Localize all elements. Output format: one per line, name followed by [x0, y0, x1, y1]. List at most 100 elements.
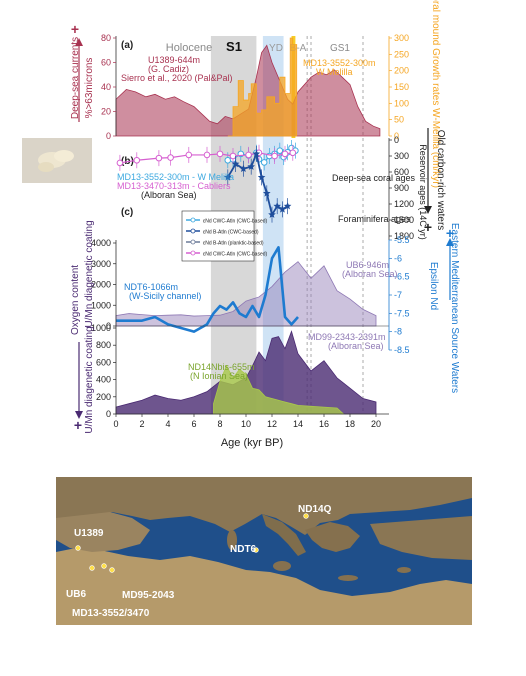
panel-a-plus-sign: + [71, 21, 79, 37]
series-md13-3552-point-6 [260, 159, 268, 166]
panel-a-right-axis-label: Coral mound Growth rates W-Melilla (cm/k… [430, 0, 441, 188]
x-tick-label-6: 12 [267, 419, 277, 429]
series-foraminifera-point-6 [263, 189, 271, 197]
annotation-ub6: UB6-946m [346, 260, 389, 270]
panel-a-right-tick-label-0: 0 [394, 131, 399, 141]
series-md13-3470-point-8 [245, 151, 252, 159]
annotation-g-cadiz: (G. Cadiz) [148, 64, 189, 74]
legend-marker-1 [190, 228, 196, 234]
panel-a-left-tick-label-4: 80 [101, 33, 111, 43]
annotation-md99-alboran: (Alboran Sea) [328, 341, 384, 351]
panel-c-upper-tick-label-3: 3000 [91, 259, 111, 269]
panel-b-arrowhead [424, 206, 432, 214]
map-site-marker-1 [89, 565, 95, 571]
map-land-europe [56, 477, 472, 535]
map-land-sicily [273, 561, 291, 571]
panel-c-lower-axis-label: U/Mn diagenetic coating [84, 326, 95, 433]
panel-c-lower-tick-label-4: 800 [96, 340, 111, 350]
x-tick-label-2: 4 [165, 419, 170, 429]
series-foraminifera-point-1 [231, 160, 240, 168]
panel-c-right-plus-sign: + [446, 225, 454, 241]
series-md99-area [115, 330, 377, 415]
annotation-md13-3470: MD13-3470-313m - Cabliers [117, 181, 231, 191]
panel-b-right-tick-label-2: 600 [394, 167, 409, 177]
panel-a-right-tick-label-1: 50 [394, 115, 404, 125]
x-axis-label: Age (kyr BP) [221, 437, 283, 449]
panel-a-right-tick-label-3: 150 [394, 82, 409, 92]
panel-c-right-tick-label-0: -5.5 [394, 235, 410, 245]
x-tick-label-9: 18 [345, 419, 355, 429]
series-foraminifera-point-2 [239, 164, 248, 172]
x-tick-label-0: 0 [113, 419, 118, 429]
panel-c-right-tick-label-4: -7.5 [394, 308, 410, 318]
series-md13-growth-rate [227, 37, 298, 137]
x-tick-label-1: 2 [139, 419, 144, 429]
panel-c-upper-tick-label-0: 0 [106, 321, 111, 331]
panel-c-right-tick-label-3: -7 [394, 290, 402, 300]
panel-c-upper-tick-label-1: 1000 [91, 300, 111, 310]
panel-b-side-label: Old carbon-rich waters [435, 130, 446, 231]
series-md13-3552-point-9 [276, 147, 284, 154]
annotation-md13-3552-b: MD13-3552-300m - W Melilla [117, 172, 234, 182]
series-foraminifera-point-8 [273, 202, 281, 210]
panel-a-side-label: Deep-sea currents [70, 37, 81, 119]
map-site-marker-4 [253, 547, 259, 553]
annotation-md13-3552-a: MD13-3552-300m [303, 58, 376, 68]
map-land-anatolia [370, 516, 472, 560]
series-u1389-area [115, 44, 381, 137]
panel-b-right-tick-label-6: 1800 [394, 231, 414, 241]
panel-a-right-tick-label-2: 100 [394, 98, 409, 108]
x-tick-label-5: 10 [241, 419, 251, 429]
series-md13-3470-point-7 [229, 152, 237, 160]
map-site-marker-2 [101, 563, 107, 569]
panel-c-upper-axis-label: U/Mn diagenetic coating [84, 220, 95, 327]
annotation-ndt6-sicily: (W-Sicily channel) [129, 291, 201, 301]
panel-a: (a) 0 20 40 60 80 %>63microns Deep-sea curre… [70, 0, 441, 188]
panel-a-label: (a) [121, 40, 133, 51]
panel-c-right-side-label: Eastern Mediterranean Source Waters [449, 223, 460, 393]
annotation-w-melilla-a: W Melilla [316, 67, 353, 77]
annotation-deep-sea-coral: Deep-sea coral ages [332, 173, 416, 183]
legend-label-3: εNd CWC-Atln (CWC-based) [203, 252, 268, 258]
period-label-s1: S1 [226, 39, 242, 54]
panel-b-right-tick-label-5: 1500 [394, 215, 414, 225]
period-label-holocene: Holocene [166, 42, 212, 54]
series-foraminifera-point-5 [257, 173, 266, 181]
series-md13-3470-point-10 [271, 152, 278, 160]
series-md13-3470-point-11 [281, 150, 289, 158]
panel-b-plus-sign: + [424, 219, 432, 235]
panel-a-left-tick-label-1: 20 [101, 107, 111, 117]
series-md13-3470-point-2 [155, 154, 163, 162]
period-label-ba: B-A [290, 43, 307, 54]
panel-a-right-tick-label-4: 200 [394, 66, 409, 76]
map-land-africa [56, 548, 472, 625]
panel-c-side-label: Oxygen content [70, 265, 81, 335]
panel-c-label: (c) [121, 207, 133, 218]
series-foraminifera-point-10 [283, 202, 292, 210]
panel-b-right-tick-label-4: 1200 [394, 199, 414, 209]
map-site-marker-5 [303, 513, 309, 519]
panel-c-arrowhead [75, 411, 83, 419]
map-land-iberia [56, 512, 150, 552]
panel-c-lower-tick-label-1: 200 [96, 392, 111, 402]
annotation-sierro: Sierro et al., 2020 (Pal&Pal) [121, 73, 233, 83]
panel-a-right-tick-label-5: 250 [394, 49, 409, 59]
x-tick-label-10: 20 [371, 419, 381, 429]
period-label-gs1: GS1 [330, 43, 350, 54]
annotation-alboran-b: (Alboran Sea) [141, 190, 197, 200]
x-tick-label-7: 14 [293, 419, 303, 429]
legend-label-2: εNd B-Atln (planktic-based) [203, 241, 264, 247]
series-md13-3470-point-0 [116, 159, 124, 167]
panel-c-right-tick-label-6: -8.5 [394, 345, 410, 355]
panel-c-right-tick-label-5: -8 [394, 327, 402, 337]
series-ndt6-line [116, 246, 299, 333]
annotation-md99: MD99-2343-2391m [308, 332, 386, 342]
series-md13-3470-point-1 [133, 156, 141, 164]
map-land-crete [338, 575, 358, 581]
coral-specimen-photo [22, 138, 92, 183]
legend-label-0: εNd CWC-Atln (CWC-based) [203, 219, 268, 225]
panel-b-right-tick-label-3: 900 [394, 183, 409, 193]
map-label-nd14q: ND14Q [298, 504, 332, 515]
